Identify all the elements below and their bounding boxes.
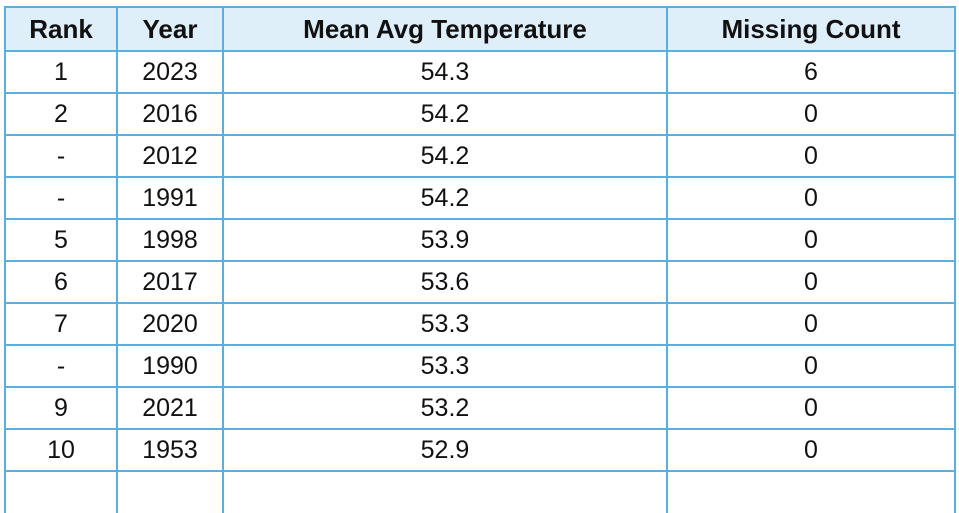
- cell-missing-count: 0: [666, 92, 956, 136]
- cell-rank: -: [4, 134, 118, 178]
- table-row: - 2012 54.2 0: [4, 134, 956, 178]
- cell-year: 2016: [116, 92, 224, 136]
- table-row: 1 2023 54.3 6: [4, 50, 956, 94]
- cell-rank: 10: [4, 428, 118, 472]
- cell-mean-avg-temperature: 54.2: [222, 176, 668, 220]
- table-row: - 1990 53.3 0: [4, 344, 956, 388]
- cell-missing-count: 0: [666, 134, 956, 178]
- table-row: 7 2020 53.3 0: [4, 302, 956, 346]
- table-row-partial: [4, 470, 956, 513]
- table-body: 1 2023 54.3 6 2 2016 54.2 0 - 2012 54.2 …: [4, 50, 956, 513]
- column-header-rank[interactable]: Rank: [4, 6, 118, 52]
- cell-year: 2020: [116, 302, 224, 346]
- column-header-mean-avg-temperature[interactable]: Mean Avg Temperature: [222, 6, 668, 52]
- cell-missing-count: 0: [666, 386, 956, 430]
- cell-rank: 2: [4, 92, 118, 136]
- cell-missing-count: 0: [666, 260, 956, 304]
- cell-missing-count: 0: [666, 302, 956, 346]
- cell-rank: 1: [4, 50, 118, 94]
- column-header-year[interactable]: Year: [116, 6, 224, 52]
- cell-missing-count: 6: [666, 50, 956, 94]
- column-header-missing-count[interactable]: Missing Count: [666, 6, 956, 52]
- cell-year: 2012: [116, 134, 224, 178]
- cell-year: 2023: [116, 50, 224, 94]
- cell-missing-count: 0: [666, 344, 956, 388]
- table-row: 6 2017 53.6 0: [4, 260, 956, 304]
- cell-year: 1998: [116, 218, 224, 262]
- cell-year: 2021: [116, 386, 224, 430]
- temperature-ranking-table-container: Rank Year Mean Avg Temperature Missing C…: [4, 6, 956, 513]
- header-row: Rank Year Mean Avg Temperature Missing C…: [4, 6, 956, 52]
- table-row: 9 2021 53.2 0: [4, 386, 956, 430]
- cell-year: 1990: [116, 344, 224, 388]
- cell-rank: -: [4, 176, 118, 220]
- temperature-ranking-table: Rank Year Mean Avg Temperature Missing C…: [4, 6, 956, 513]
- cell-rank: [4, 470, 118, 513]
- cell-rank: 7: [4, 302, 118, 346]
- cell-mean-avg-temperature: 53.3: [222, 344, 668, 388]
- cell-mean-avg-temperature: 53.2: [222, 386, 668, 430]
- cell-missing-count: [666, 470, 956, 513]
- cell-mean-avg-temperature: 54.2: [222, 134, 668, 178]
- cell-missing-count: 0: [666, 428, 956, 472]
- table-header: Rank Year Mean Avg Temperature Missing C…: [4, 6, 956, 52]
- table-row: 2 2016 54.2 0: [4, 92, 956, 136]
- cell-year: 1991: [116, 176, 224, 220]
- cell-rank: -: [4, 344, 118, 388]
- cell-rank: 9: [4, 386, 118, 430]
- cell-mean-avg-temperature: 53.6: [222, 260, 668, 304]
- cell-missing-count: 0: [666, 176, 956, 220]
- cell-mean-avg-temperature: [222, 470, 668, 513]
- cell-mean-avg-temperature: 53.3: [222, 302, 668, 346]
- table-row: - 1991 54.2 0: [4, 176, 956, 220]
- cell-year: 1953: [116, 428, 224, 472]
- cell-mean-avg-temperature: 53.9: [222, 218, 668, 262]
- cell-missing-count: 0: [666, 218, 956, 262]
- cell-mean-avg-temperature: 54.2: [222, 92, 668, 136]
- cell-rank: 5: [4, 218, 118, 262]
- cell-year: 2017: [116, 260, 224, 304]
- cell-rank: 6: [4, 260, 118, 304]
- cell-mean-avg-temperature: 54.3: [222, 50, 668, 94]
- cell-year: [116, 470, 224, 513]
- table-row: 10 1953 52.9 0: [4, 428, 956, 472]
- table-row: 5 1998 53.9 0: [4, 218, 956, 262]
- cell-mean-avg-temperature: 52.9: [222, 428, 668, 472]
